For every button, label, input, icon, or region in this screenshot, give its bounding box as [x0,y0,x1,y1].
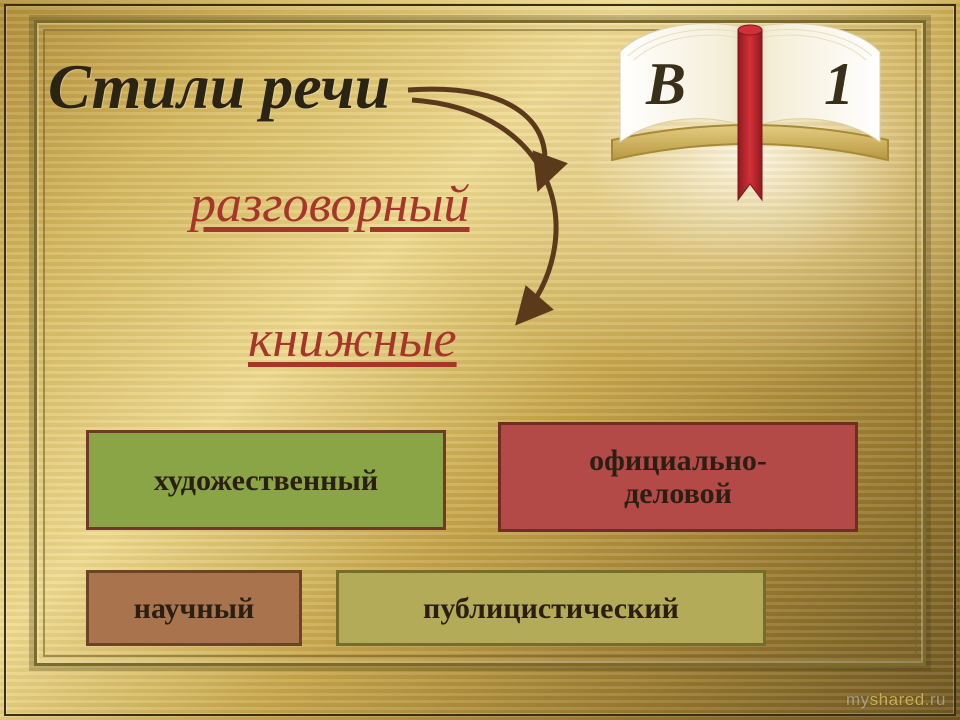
book-right-letter: 1 [824,50,854,119]
watermark-pre: my [846,690,870,709]
box-artistic-label: художественный [154,464,378,497]
box-scientific: научный [86,570,302,646]
box-artistic: художественный [86,430,446,530]
category-bookish: книжные [248,310,457,369]
box-journalistic-label: публицистический [423,592,679,625]
box-official: официально-деловой [498,422,858,532]
slide-stage: В 1 Стили речи разговорный книжные худож… [0,0,960,720]
slide-title: Стили речи [48,50,390,124]
watermark: myshared.ru [846,690,946,710]
box-official-label: официально-деловой [589,444,767,510]
book-illustration: В 1 [600,10,900,220]
watermark-post: .ru [925,690,946,709]
book-left-letter: В [646,50,686,119]
box-scientific-label: научный [134,592,255,625]
category-colloquial: разговорный [190,175,469,234]
watermark-accent: shared [870,690,925,709]
box-journalistic: публицистический [336,570,766,646]
